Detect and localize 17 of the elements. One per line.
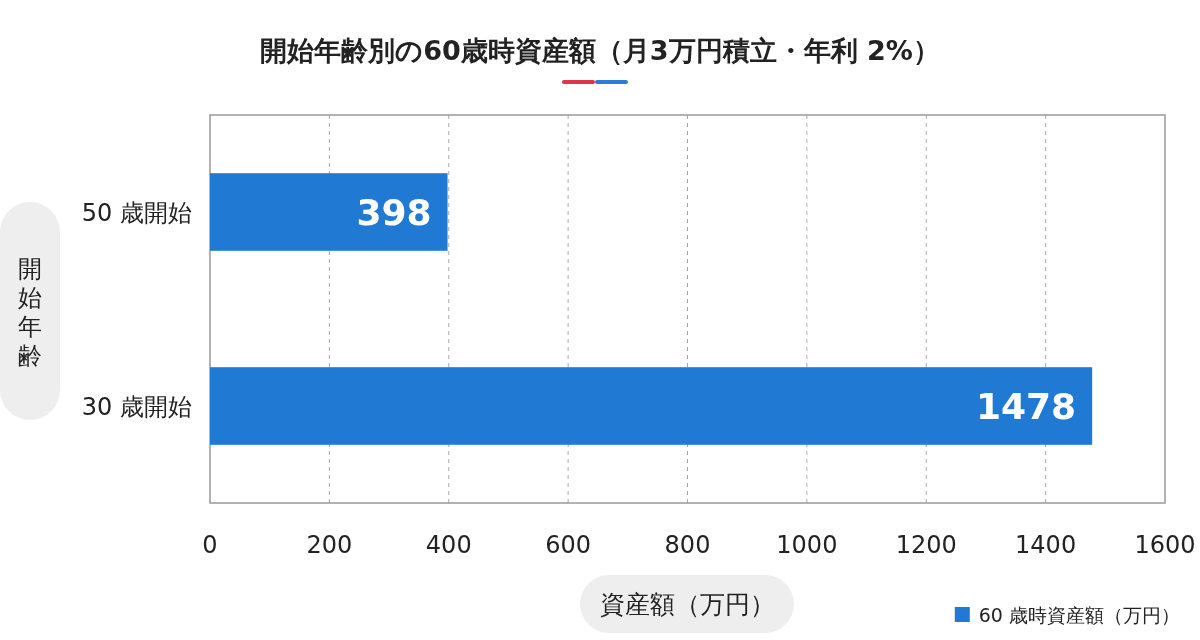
y-tick-label: 30 歳開始: [81, 393, 192, 421]
x-tick-label: 1000: [776, 531, 838, 559]
x-tick-label: 1600: [1134, 531, 1196, 559]
x-tick-label: 1200: [895, 531, 957, 559]
x-axis-title: 資産額（万円）: [599, 590, 775, 619]
y-axis-title: 開始年齢: [18, 254, 42, 370]
x-tick-label: 1400: [1015, 531, 1077, 559]
legend-label: 60 歳時資産額（万円）: [978, 604, 1180, 626]
x-tick-label: 200: [306, 531, 353, 559]
data-label: 398: [356, 192, 432, 233]
x-tick-label: 0: [202, 531, 218, 559]
data-label: 1478: [975, 386, 1077, 427]
x-tick-label: 800: [664, 531, 711, 559]
x-tick-label: 400: [425, 531, 472, 559]
y-tick-label: 50 歳開始: [81, 199, 192, 227]
chart-title: 開始年齢別の60歳時資産額（月3万円積立・年利 2%）: [260, 35, 940, 66]
x-tick-label: 600: [545, 531, 592, 559]
